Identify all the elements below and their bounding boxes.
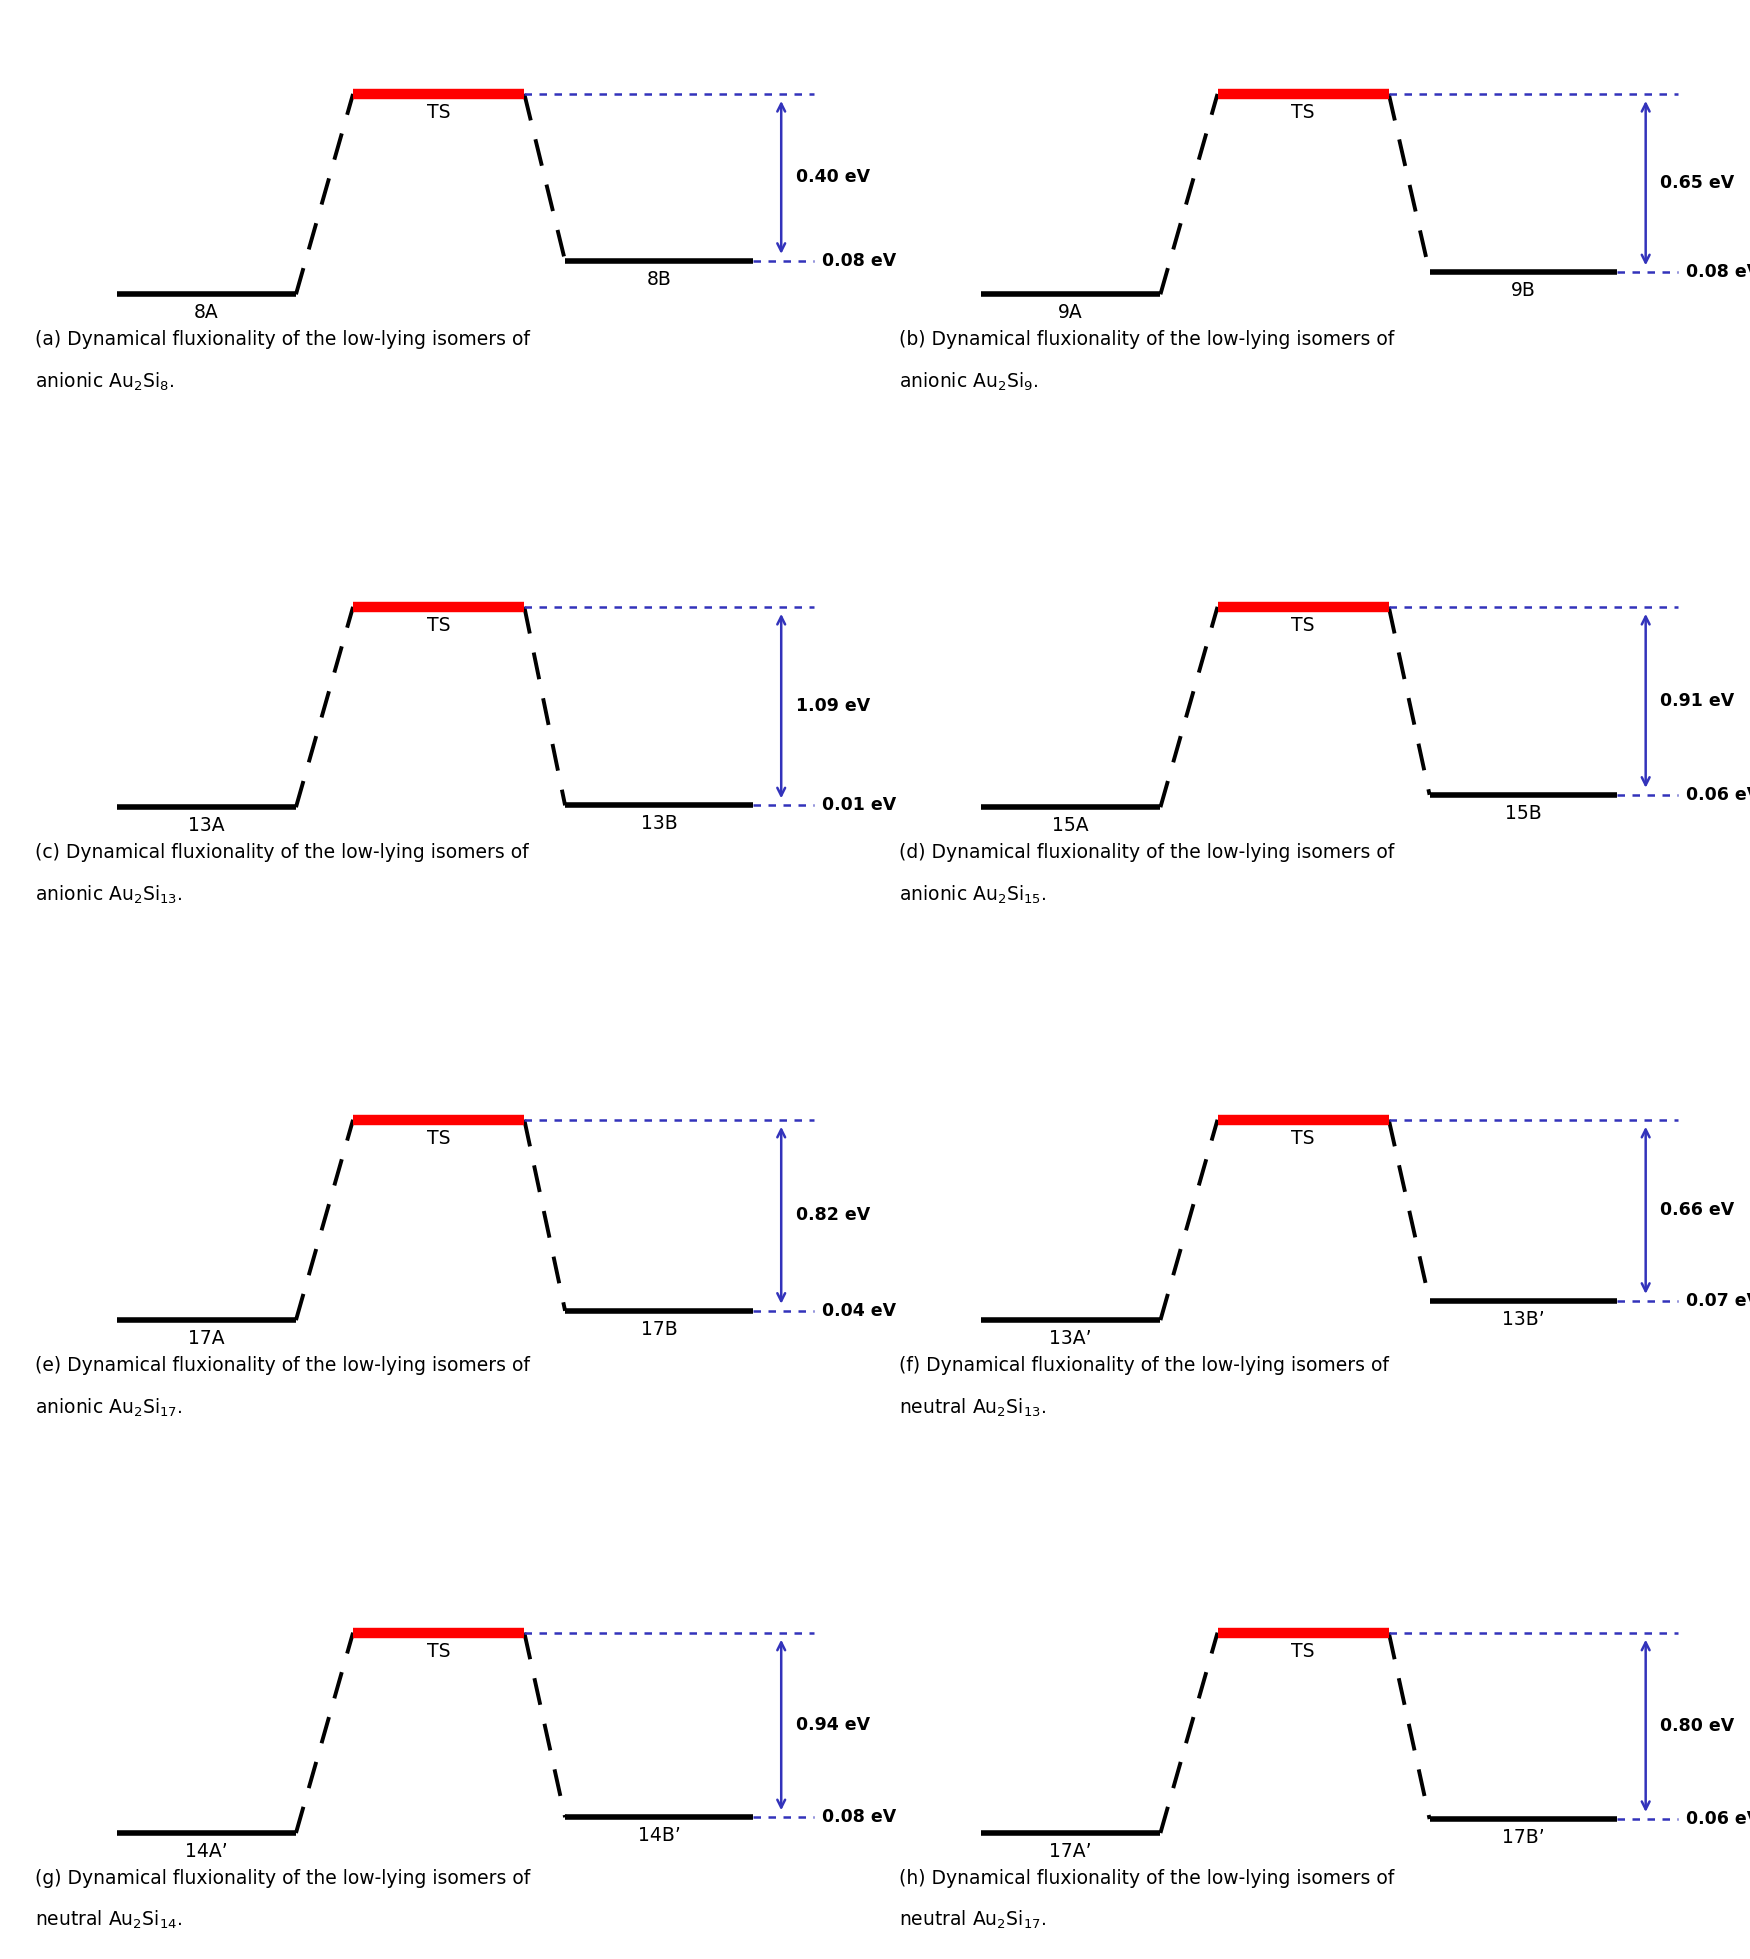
Text: 0.08 eV: 0.08 eV [1687, 263, 1750, 282]
Text: 17B: 17B [640, 1320, 677, 1338]
Text: 8A: 8A [194, 304, 219, 323]
Text: 9B: 9B [1510, 282, 1536, 300]
Text: 17B’: 17B’ [1502, 1828, 1545, 1847]
Text: anionic Au$_{\mathregular{2}}$Si$_{\mathregular{13}}$.: anionic Au$_{\mathregular{2}}$Si$_{\math… [35, 884, 182, 905]
Text: 0.08 eV: 0.08 eV [822, 253, 896, 270]
Text: TS: TS [1292, 1642, 1314, 1661]
Text: 0.65 eV: 0.65 eV [1661, 174, 1734, 192]
Text: 13B’: 13B’ [1502, 1311, 1545, 1328]
Text: (d) Dynamical fluxionality of the low-lying isomers of: (d) Dynamical fluxionality of the low-ly… [900, 842, 1395, 862]
Text: TS: TS [1292, 1128, 1314, 1148]
Text: 0.94 eV: 0.94 eV [796, 1716, 870, 1734]
Text: 0.04 eV: 0.04 eV [822, 1303, 896, 1320]
Text: 0.06 eV: 0.06 eV [1687, 1810, 1750, 1828]
Text: 1.09 eV: 1.09 eV [796, 697, 870, 715]
Text: 0.07 eV: 0.07 eV [1687, 1291, 1750, 1311]
Text: 14A’: 14A’ [186, 1841, 228, 1861]
Text: 13A’: 13A’ [1050, 1328, 1092, 1348]
Text: 9A: 9A [1059, 304, 1083, 323]
Text: 8B: 8B [646, 270, 672, 288]
Text: 0.01 eV: 0.01 eV [822, 797, 896, 815]
Text: TS: TS [427, 104, 450, 121]
Text: 0.82 eV: 0.82 eV [796, 1207, 870, 1224]
Text: TS: TS [427, 615, 450, 635]
Text: TS: TS [1292, 615, 1314, 635]
Text: 0.40 eV: 0.40 eV [796, 168, 870, 186]
Text: anionic Au$_{\mathregular{2}}$Si$_{\mathregular{15}}$.: anionic Au$_{\mathregular{2}}$Si$_{\math… [900, 884, 1046, 905]
Text: 15A: 15A [1052, 817, 1088, 835]
Text: (b) Dynamical fluxionality of the low-lying isomers of: (b) Dynamical fluxionality of the low-ly… [900, 331, 1395, 349]
Text: (a) Dynamical fluxionality of the low-lying isomers of: (a) Dynamical fluxionality of the low-ly… [35, 331, 530, 349]
Text: 15B: 15B [1505, 803, 1542, 823]
Text: anionic Au$_{\mathregular{2}}$Si$_{\mathregular{8}}$.: anionic Au$_{\mathregular{2}}$Si$_{\math… [35, 370, 175, 392]
Text: (e) Dynamical fluxionality of the low-lying isomers of: (e) Dynamical fluxionality of the low-ly… [35, 1356, 530, 1375]
Text: TS: TS [427, 1128, 450, 1148]
Text: anionic Au$_{\mathregular{2}}$Si$_{\mathregular{17}}$.: anionic Au$_{\mathregular{2}}$Si$_{\math… [35, 1397, 182, 1418]
Text: 0.80 eV: 0.80 eV [1661, 1716, 1734, 1736]
Text: TS: TS [427, 1642, 450, 1661]
Text: 13B: 13B [640, 815, 677, 833]
Text: TS: TS [1292, 104, 1314, 121]
Text: 0.08 eV: 0.08 eV [822, 1808, 896, 1826]
Text: neutral Au$_{\mathregular{2}}$Si$_{\mathregular{13}}$.: neutral Au$_{\mathregular{2}}$Si$_{\math… [900, 1397, 1046, 1418]
Text: 17A: 17A [187, 1328, 224, 1348]
Text: (f) Dynamical fluxionality of the low-lying isomers of: (f) Dynamical fluxionality of the low-ly… [900, 1356, 1390, 1375]
Text: (c) Dynamical fluxionality of the low-lying isomers of: (c) Dynamical fluxionality of the low-ly… [35, 842, 528, 862]
Text: 0.91 eV: 0.91 eV [1661, 692, 1734, 709]
Text: 13A: 13A [187, 817, 224, 835]
Text: 17A’: 17A’ [1050, 1841, 1092, 1861]
Text: neutral Au$_{\mathregular{2}}$Si$_{\mathregular{14}}$.: neutral Au$_{\mathregular{2}}$Si$_{\math… [35, 1910, 182, 1932]
Text: 0.06 eV: 0.06 eV [1687, 786, 1750, 803]
Text: anionic Au$_{\mathregular{2}}$Si$_{\mathregular{9}}$.: anionic Au$_{\mathregular{2}}$Si$_{\math… [900, 370, 1040, 392]
Text: (g) Dynamical fluxionality of the low-lying isomers of: (g) Dynamical fluxionality of the low-ly… [35, 1869, 530, 1888]
Text: 14B’: 14B’ [637, 1826, 681, 1845]
Text: (h) Dynamical fluxionality of the low-lying isomers of: (h) Dynamical fluxionality of the low-ly… [900, 1869, 1395, 1888]
Text: 0.66 eV: 0.66 eV [1661, 1201, 1734, 1218]
Text: neutral Au$_{\mathregular{2}}$Si$_{\mathregular{17}}$.: neutral Au$_{\mathregular{2}}$Si$_{\math… [900, 1910, 1046, 1932]
